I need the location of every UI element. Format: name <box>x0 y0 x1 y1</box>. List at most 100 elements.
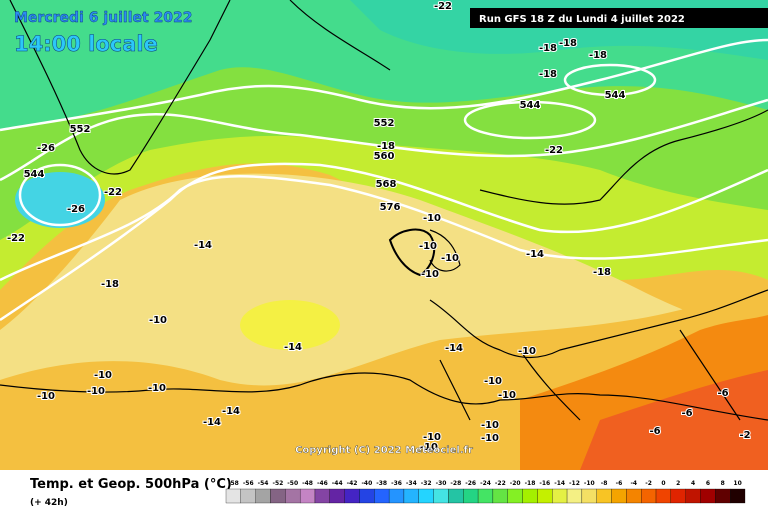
coastlines <box>0 0 768 421</box>
scale-label: -6 <box>616 480 623 487</box>
scale-swatch <box>537 488 553 504</box>
contour-label: -6 <box>681 408 692 419</box>
run-label: Run GFS 18 Z du Lundi 4 juillet 2022 <box>479 14 685 25</box>
scale-swatch <box>388 488 405 504</box>
scale-swatch <box>314 488 330 504</box>
scale-swatch <box>492 488 508 504</box>
contour-label: -10 <box>441 253 459 264</box>
contour-label: -10 <box>423 432 441 443</box>
scale-label: -46 <box>317 480 328 487</box>
contour-label: -10 <box>421 269 439 280</box>
contour-label: 576 <box>380 202 401 213</box>
contour-label: -18 <box>593 267 611 278</box>
run-box <box>470 8 768 28</box>
scale-swatch <box>655 488 672 504</box>
contour-label: -10 <box>37 391 55 402</box>
scale-swatch <box>626 488 642 504</box>
map-date: Mercredi 6 juillet 2022 <box>14 10 193 26</box>
scale-swatch <box>329 488 345 504</box>
contour-label: -6 <box>649 426 660 437</box>
scale-label: -44 <box>332 480 343 487</box>
contour-label: 544 <box>520 100 541 111</box>
scale-label: -20 <box>510 480 521 487</box>
scale-label: -24 <box>480 480 491 487</box>
contour-label: -14 <box>222 406 240 417</box>
contour-label: -22 <box>434 1 452 12</box>
contour-label: 552 <box>374 118 395 129</box>
scale-label: -2 <box>645 480 652 487</box>
scale-label: -18 <box>525 480 536 487</box>
contour-label: -18 <box>101 279 119 290</box>
field-red <box>580 370 768 470</box>
scale-label: -14 <box>554 480 565 487</box>
contour-label: -10 <box>423 213 441 224</box>
field-yellow-core <box>240 300 340 350</box>
scale-swatch <box>344 488 360 504</box>
scale-label: -12 <box>569 480 580 487</box>
contours <box>0 38 768 322</box>
scale-swatch <box>270 488 286 504</box>
contour-label: -18 <box>539 69 557 80</box>
contour-label: -6 <box>717 388 728 399</box>
scale-swatch <box>507 488 523 504</box>
map-time: 14:00 locale <box>14 32 158 56</box>
scale-swatch <box>477 488 494 504</box>
scale-swatch <box>685 488 701 504</box>
contour-label: -22 <box>7 233 25 244</box>
color-scale: -58 -56 -54 -52 -50 -48 -46 -44 -42 -40 -38 -36 -34-… <box>225 480 746 504</box>
contour-label: -14 <box>526 249 544 260</box>
contour-label: -14 <box>203 417 221 428</box>
scale-swatch <box>374 488 390 504</box>
scale-swatch <box>566 488 583 504</box>
contour-label: -10 <box>148 383 166 394</box>
scale-label: -10 <box>584 480 595 487</box>
contour-label: -18 <box>559 38 577 49</box>
scale-label: -56 <box>243 480 254 487</box>
scale-swatch <box>255 488 271 504</box>
scale-swatch <box>700 488 716 504</box>
scale-label: -48 <box>302 480 313 487</box>
scale-label: -4 <box>630 480 637 487</box>
scale-label: -40 <box>361 480 372 487</box>
scale-label: -38 <box>376 480 387 487</box>
scale-label: 10 <box>733 480 741 487</box>
scale-swatch <box>418 488 434 504</box>
contour-label: -10 <box>419 241 437 252</box>
scale-swatch <box>670 488 686 504</box>
scale-label: -50 <box>287 480 298 487</box>
scale-swatch <box>522 488 538 504</box>
scale-swatch <box>611 488 627 504</box>
contour-label: -22 <box>104 187 122 198</box>
scale-label: -58 <box>228 480 239 487</box>
contour-label: -18 <box>377 141 395 152</box>
contour-label: -10 <box>420 442 438 453</box>
scale-swatch <box>715 488 731 504</box>
scale-label: 8 <box>721 480 725 487</box>
field-cold-core <box>15 172 105 228</box>
scale-label: -34 <box>406 480 417 487</box>
contour-label: -10 <box>94 370 112 381</box>
footer-lead: (+ 42h) <box>30 498 68 508</box>
scale-swatch <box>433 488 449 504</box>
scale-swatch <box>730 488 746 504</box>
scale-label: -16 <box>539 480 550 487</box>
scale-label: -30 <box>436 480 447 487</box>
scale-label: -22 <box>495 480 506 487</box>
scale-label: 0 <box>661 480 665 487</box>
contour-label: -14 <box>194 240 212 251</box>
scale-swatch <box>240 488 256 504</box>
contour-label: -26 <box>67 204 85 215</box>
scale-swatch <box>448 488 464 504</box>
scale-swatch <box>285 488 301 504</box>
scale-swatch <box>641 488 657 504</box>
contour-label: -2 <box>739 430 750 441</box>
contour-label: 544 <box>605 90 626 101</box>
contour-label: -10 <box>481 433 499 444</box>
contour-label: -26 <box>37 143 55 154</box>
contour-label: 568 <box>376 179 397 190</box>
contour-label: -22 <box>545 145 563 156</box>
scale-label: -52 <box>272 480 283 487</box>
contour-label: 544 <box>24 169 45 180</box>
contour-label: 560 <box>374 151 395 162</box>
